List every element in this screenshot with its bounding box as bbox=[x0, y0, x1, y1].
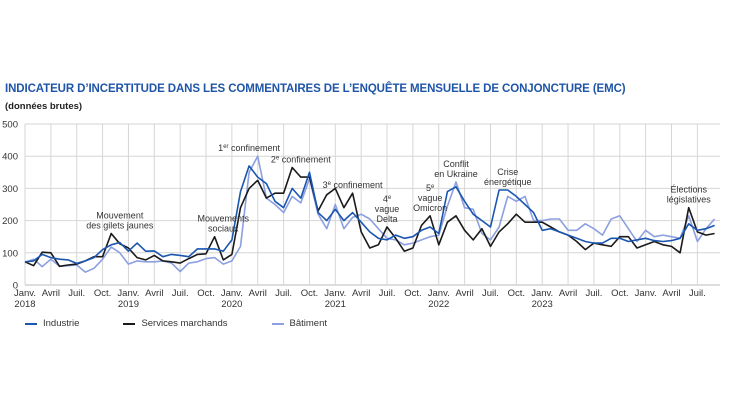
legend-swatch bbox=[123, 322, 136, 325]
x-tick-label: Oct. bbox=[404, 288, 421, 299]
x-tick-label: Oct. bbox=[611, 288, 628, 299]
legend-swatch bbox=[271, 322, 284, 325]
x-tick-year: 2018 bbox=[14, 299, 35, 310]
x-tick-label: Juil. bbox=[275, 288, 292, 299]
y-tick-label: 400 bbox=[2, 152, 18, 163]
x-tick-label: Avril bbox=[455, 288, 473, 299]
legend-label: Services marchands bbox=[141, 318, 228, 329]
x-tick-label: Janv. bbox=[635, 288, 657, 299]
y-tick-label: 0 bbox=[13, 281, 18, 292]
x-tick-label: Oct. bbox=[197, 288, 214, 299]
annotation-label: 2e confinement bbox=[271, 154, 331, 164]
x-tick-label: Juil. bbox=[379, 288, 396, 299]
annotation-label: 4e bbox=[383, 194, 392, 204]
x-tick-year: 2019 bbox=[118, 299, 139, 310]
x-tick-label: Oct. bbox=[508, 288, 525, 299]
x-tick-label: Juil. bbox=[585, 288, 602, 299]
annotation-label: des gilets jaunes bbox=[86, 220, 154, 230]
x-tick-label: Janv. bbox=[428, 288, 450, 299]
annotation-label: législatives bbox=[667, 195, 712, 205]
annotation-label: vague bbox=[375, 204, 400, 214]
annotation-label: Delta bbox=[377, 214, 398, 224]
x-tick-label: Juil. bbox=[172, 288, 189, 299]
annotation-label: sociaux bbox=[208, 224, 239, 234]
x-tick-label: Janv. bbox=[117, 288, 139, 299]
x-tick-label: Janv. bbox=[531, 288, 553, 299]
x-tick-label: Juil. bbox=[68, 288, 85, 299]
x-tick-label: Oct. bbox=[301, 288, 318, 299]
x-tick-year: 2021 bbox=[325, 299, 346, 310]
x-tick-year: 2020 bbox=[221, 299, 242, 310]
x-tick-label: Juil. bbox=[482, 288, 499, 299]
chart-title: INDICATEUR D’INCERTITUDE DANS LES COMMEN… bbox=[5, 83, 626, 95]
legend-item: Industrie bbox=[25, 318, 79, 329]
x-tick-label: Janv. bbox=[324, 288, 346, 299]
x-tick-label: Avril bbox=[352, 288, 370, 299]
y-tick-label: 100 bbox=[2, 248, 18, 259]
legend-item: Bâtiment bbox=[271, 318, 328, 329]
series-line-services-marchands bbox=[24, 166, 715, 268]
legend-item: Services marchands bbox=[123, 318, 228, 329]
x-tick-label: Avril bbox=[145, 288, 163, 299]
x-tick-label: Avril bbox=[42, 288, 60, 299]
annotation-label: Mouvement bbox=[96, 210, 144, 220]
y-tick-label: 300 bbox=[2, 184, 18, 195]
legend-label: Industrie bbox=[43, 318, 80, 329]
series-line-industrie bbox=[24, 165, 715, 265]
x-tick-label: Janv. bbox=[14, 288, 36, 299]
legend: Industrie Services marchands Bâtiment bbox=[25, 318, 327, 329]
annotation-label: vague bbox=[418, 193, 443, 203]
annotation-label: Crise bbox=[497, 167, 518, 177]
annotation-label: 5e bbox=[426, 183, 435, 193]
series-line-batiment bbox=[24, 155, 716, 273]
y-tick-label: 500 bbox=[2, 120, 18, 131]
x-tick-label: Avril bbox=[249, 288, 267, 299]
x-tick-label: Avril bbox=[559, 288, 577, 299]
annotation-label: Mouvements bbox=[197, 214, 249, 224]
x-tick-year: 2023 bbox=[532, 299, 553, 310]
annotation-label: en Ukraine bbox=[434, 169, 478, 179]
annotation-label: énergétique bbox=[484, 177, 532, 187]
x-tick-year: 2022 bbox=[428, 299, 449, 310]
chart-subtitle: (données brutes) bbox=[5, 101, 83, 112]
annotation-label: Élections bbox=[670, 185, 707, 195]
x-tick-label: Avril bbox=[662, 288, 680, 299]
x-tick-label: Juil. bbox=[689, 288, 706, 299]
y-tick-label: 200 bbox=[2, 216, 18, 227]
legend-swatch bbox=[25, 322, 37, 325]
legend-label: Bâtiment bbox=[289, 318, 328, 329]
annotation-label: Omicron bbox=[413, 203, 447, 213]
annotation-label: 3e confinement bbox=[323, 180, 383, 190]
annotation-label: Conflit bbox=[443, 159, 469, 169]
annotation-label: 1er confinement bbox=[218, 143, 280, 153]
x-tick-label: Janv. bbox=[221, 288, 243, 299]
x-tick-label: Oct. bbox=[94, 288, 111, 299]
